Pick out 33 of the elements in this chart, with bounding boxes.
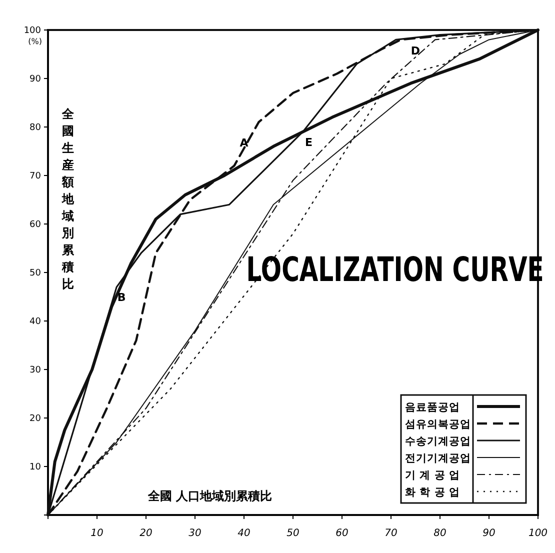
- y-tick-label: 70: [30, 171, 42, 182]
- annotation: B: [117, 291, 126, 304]
- annotation: D: [410, 44, 420, 58]
- legend-label: 음료품공업: [405, 402, 460, 414]
- x-tick-label: 60: [336, 528, 348, 539]
- x-tick-label: 30: [188, 528, 202, 539]
- legend-label: 섬유의복공업: [405, 418, 471, 430]
- x-tick-label: 100: [528, 528, 548, 539]
- legend-label: 화 학 공 업: [405, 486, 460, 498]
- y-tick-label: 20: [30, 414, 42, 424]
- annotation: E: [305, 136, 313, 149]
- x-tick-label: 70: [384, 528, 398, 539]
- y-tick-label: 10: [30, 462, 42, 472]
- x-tick-label: 10: [90, 528, 104, 539]
- x-tick-label: 90: [482, 528, 496, 539]
- annotation: A: [240, 136, 249, 150]
- y-tick-label: 80: [30, 122, 42, 133]
- x-tick-label: 40: [238, 528, 250, 539]
- y-tick-label: 60: [30, 220, 42, 230]
- y-tick-label: 30: [30, 365, 42, 376]
- y-tick-label: 40: [30, 316, 42, 327]
- y-tick-label: 50: [30, 268, 42, 278]
- y-tick-label: 90: [30, 74, 42, 84]
- x-tick-label: 50: [286, 528, 300, 539]
- text: (%): [28, 37, 42, 46]
- y-tick-label: 100: [24, 26, 42, 36]
- legend-label: 전기기계공업: [405, 452, 471, 464]
- x-tick-label: 80: [434, 528, 446, 539]
- legend-label: 수송기계공업: [405, 436, 471, 448]
- x-tick-label: 20: [140, 528, 152, 539]
- text: 全國生産額地域別累積比: [62, 107, 74, 291]
- x-axis-title: 全國 人口地域別累積比: [146, 489, 272, 503]
- legend-label: 기 계 공 업: [405, 470, 460, 482]
